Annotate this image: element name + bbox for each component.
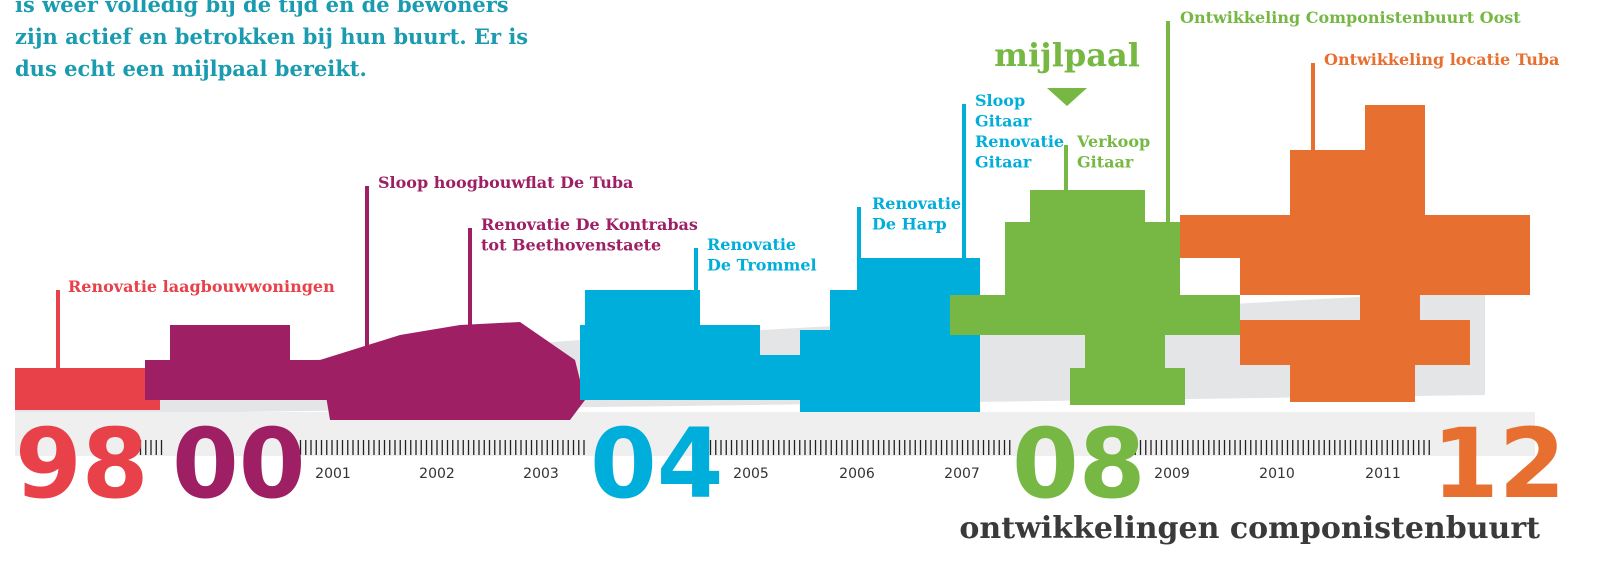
year-label: 2010 (1259, 466, 1295, 482)
intro-line: dus echt een mijlpaal bereikt. (15, 56, 367, 81)
big-year: 00 (172, 408, 306, 520)
big-year: 12 (1432, 408, 1566, 520)
event-label: Sloop hoogbouwflat De Tuba (378, 173, 633, 192)
event-label: Ontwikkeling locatie Tuba (1324, 50, 1559, 69)
event-label: Renovatie (707, 235, 796, 254)
year-label: 2002 (419, 466, 455, 482)
big-year: 98 (15, 408, 149, 520)
milestone-title: mijlpaal (994, 36, 1140, 74)
big-year: 08 (1012, 408, 1146, 520)
year-label: 2007 (944, 466, 980, 482)
year-label: 2011 (1365, 466, 1401, 482)
intro-line: is weer volledig bij de tijd en de bewon… (15, 0, 509, 17)
event-label: Gitaar (975, 153, 1032, 172)
event-label: De Trommel (707, 256, 817, 275)
event-label: Ontwikkeling Componistenbuurt Oost (1180, 8, 1521, 27)
year-label: 2009 (1154, 466, 1190, 482)
milestone-arrow (1047, 88, 1087, 106)
big-year: 04 (590, 408, 724, 520)
year-label: 2001 (315, 466, 351, 482)
event-label: Gitaar (975, 112, 1032, 131)
infographic: is weer volledig bij de tijd en de bewon… (0, 0, 1621, 564)
event-label: Sloop (975, 91, 1025, 110)
event-label: Verkoop (1076, 132, 1150, 151)
event-label: De Harp (872, 215, 947, 234)
event-label: tot Beethovenstaete (481, 236, 661, 255)
intro-line: zijn actief en betrokken bij hun buurt. … (15, 24, 528, 49)
year-label: 2006 (839, 466, 875, 482)
event-label: Renovatie (872, 194, 961, 213)
red-blocks (15, 368, 160, 410)
year-label: 2005 (733, 466, 769, 482)
event-label: Gitaar (1077, 153, 1134, 172)
year-label: 2003 (523, 466, 559, 482)
event-label: Renovatie (975, 132, 1064, 151)
event-label: Renovatie De Kontrabas (481, 215, 698, 234)
event-label: Renovatie laagbouwwoningen (68, 277, 335, 296)
